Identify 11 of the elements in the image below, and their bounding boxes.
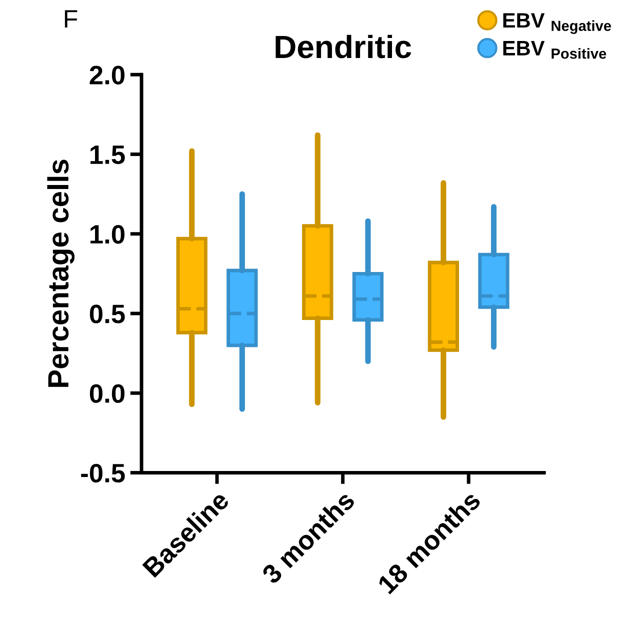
y-tick-label: 2.0	[90, 66, 124, 84]
legend-label: EBV $_{Negative}$	[503, 13, 612, 34]
legend-label: EBV $_{Positive}$	[503, 41, 606, 59]
y-tick-label: 1.0	[90, 225, 124, 244]
y-axis-title: Percentage cells	[47, 160, 75, 387]
chart-title: Dendritic	[276, 34, 412, 58]
y-tick-label: 1.5	[90, 146, 125, 164]
y-tick-label: 0.5	[90, 304, 125, 324]
y-tick-label: -0.5	[81, 464, 125, 483]
text: F	[64, 10, 78, 28]
y-tick-label: 0.0	[90, 384, 124, 403]
